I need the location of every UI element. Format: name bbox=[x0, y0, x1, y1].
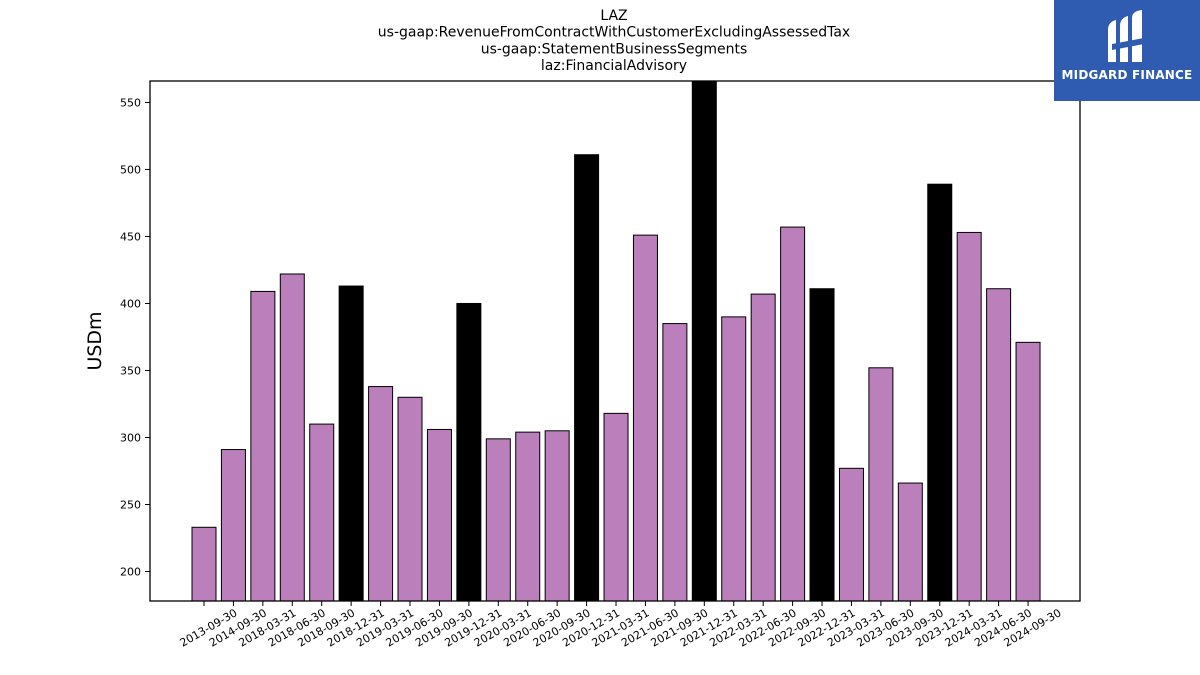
y-tick-label: 250 bbox=[120, 499, 141, 512]
y-tick-label: 450 bbox=[120, 230, 141, 243]
bar-2018-06-30 bbox=[279, 273, 305, 601]
y-axis-label: USDm bbox=[84, 311, 106, 370]
y-tick-label: 550 bbox=[120, 96, 141, 109]
bar-2022-09-30 bbox=[780, 226, 806, 601]
bar-2018-09-30 bbox=[309, 423, 335, 601]
x-axis: 2013-09-302014-09-302018-03-312018-06-30… bbox=[178, 601, 1064, 650]
chart-title-line: us-gaap:StatementBusinessSegments bbox=[481, 41, 748, 57]
bar-2022-06-30 bbox=[750, 293, 776, 601]
y-tick-label: 300 bbox=[120, 431, 141, 444]
y-tick-label: 200 bbox=[120, 566, 141, 579]
bar-2023-03-31 bbox=[838, 467, 864, 601]
y-axis: 200 250 300 350 400 450 500 550 bbox=[120, 96, 150, 579]
bar-2019-06-30 bbox=[397, 396, 423, 601]
bar-2021-03-31 bbox=[603, 412, 629, 601]
brand-logo: MIDGARD FINANCE bbox=[1054, 0, 1200, 101]
chart-title: LAZus-gaap:RevenueFromContractWithCustom… bbox=[378, 8, 850, 74]
bar-2021-09-30 bbox=[662, 323, 688, 601]
bar-2021-12-31 bbox=[691, 81, 717, 601]
bars-group bbox=[191, 81, 1041, 601]
bar-2019-09-30 bbox=[426, 428, 452, 601]
bar-2024-03-31 bbox=[956, 231, 982, 601]
bar-2023-12-31 bbox=[927, 183, 953, 601]
y-tick-label: 350 bbox=[120, 364, 141, 377]
bar-2023-06-30 bbox=[868, 367, 894, 601]
bar-2024-09-30 bbox=[1015, 341, 1041, 601]
bar-2024-06-30 bbox=[986, 288, 1012, 601]
plot-frame bbox=[149, 80, 1081, 602]
chart-title-line: LAZ bbox=[600, 8, 627, 24]
brand-logo-mark-icon bbox=[1108, 10, 1144, 62]
bar-2021-06-30 bbox=[632, 234, 658, 601]
bar-2023-09-30 bbox=[897, 482, 923, 601]
bar-2022-03-31 bbox=[721, 316, 747, 601]
bar-2020-09-30 bbox=[544, 430, 570, 601]
chart-title-line: us-gaap:RevenueFromContractWithCustomerE… bbox=[378, 25, 850, 41]
chart-title-line: laz:FinancialAdvisory bbox=[541, 58, 687, 74]
bar-2013-09-30 bbox=[191, 526, 217, 601]
bar-2014-09-30 bbox=[220, 449, 246, 601]
bar-2019-12-31 bbox=[456, 302, 482, 601]
brand-logo-text: MIDGARD FINANCE bbox=[1061, 68, 1193, 82]
bar-2022-12-31 bbox=[809, 288, 835, 601]
bar-2020-12-31 bbox=[574, 154, 600, 601]
bar-2018-03-31 bbox=[250, 290, 276, 601]
bar-2018-12-31 bbox=[338, 285, 364, 601]
y-tick-label: 500 bbox=[120, 163, 141, 176]
bar-2020-06-30 bbox=[515, 431, 541, 601]
y-tick-label: 400 bbox=[120, 297, 141, 310]
bar-2020-03-31 bbox=[485, 438, 511, 601]
bar-2019-03-31 bbox=[368, 386, 394, 601]
